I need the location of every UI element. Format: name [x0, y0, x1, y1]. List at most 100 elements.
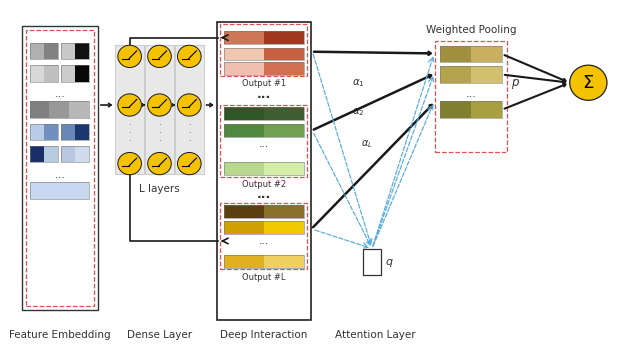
Circle shape — [118, 45, 141, 67]
Bar — [220, 203, 307, 269]
Bar — [224, 62, 304, 74]
Text: Output #2: Output #2 — [242, 180, 286, 189]
Text: Output #L: Output #L — [242, 273, 285, 282]
Bar — [224, 62, 264, 74]
Bar — [264, 62, 304, 74]
Bar — [61, 146, 89, 162]
Bar — [224, 205, 304, 217]
Bar — [224, 31, 304, 44]
Bar — [29, 146, 58, 162]
Text: $\Sigma$: $\Sigma$ — [582, 74, 595, 92]
Bar — [224, 124, 304, 137]
Bar — [264, 255, 304, 268]
Text: ···: ··· — [259, 68, 269, 78]
Bar — [145, 44, 174, 174]
Bar — [224, 48, 264, 60]
Text: Attention Layer: Attention Layer — [335, 330, 415, 340]
Bar — [220, 105, 307, 176]
Bar — [75, 124, 89, 140]
Bar — [29, 65, 44, 82]
Bar — [264, 221, 304, 234]
Bar — [224, 221, 264, 234]
Text: Weighted Pooling: Weighted Pooling — [426, 25, 516, 35]
Bar — [29, 183, 89, 199]
Bar — [22, 26, 98, 310]
Bar — [61, 65, 75, 82]
Circle shape — [118, 94, 141, 116]
Text: Dense Layer: Dense Layer — [127, 330, 192, 340]
Bar — [440, 46, 502, 62]
Text: $\alpha_L$: $\alpha_L$ — [362, 138, 373, 150]
Bar — [224, 255, 264, 268]
Text: p: p — [511, 76, 519, 89]
Bar — [29, 183, 49, 199]
Bar — [61, 43, 75, 59]
Bar — [29, 102, 89, 118]
Bar — [49, 183, 69, 199]
Text: ···: ··· — [54, 173, 65, 183]
Circle shape — [570, 65, 607, 100]
Bar — [224, 255, 304, 268]
Text: L layers: L layers — [139, 184, 180, 193]
Bar — [264, 162, 304, 175]
Bar — [264, 124, 304, 137]
Bar — [75, 43, 89, 59]
Bar — [264, 48, 304, 60]
Text: ···: ··· — [259, 239, 269, 250]
Text: ·
·
·: · · · — [129, 122, 131, 146]
Bar — [440, 102, 471, 118]
Bar — [363, 249, 381, 275]
Bar — [44, 43, 58, 59]
Bar — [69, 183, 89, 199]
Bar — [440, 66, 471, 83]
Text: ···: ··· — [257, 91, 271, 104]
Circle shape — [148, 94, 172, 116]
Bar — [471, 102, 502, 118]
Text: Feature Embedding: Feature Embedding — [9, 330, 111, 340]
Text: q: q — [386, 257, 393, 267]
Bar — [440, 102, 502, 118]
Circle shape — [148, 152, 172, 175]
Bar — [471, 46, 502, 62]
Bar — [61, 43, 89, 59]
Bar — [44, 124, 58, 140]
Circle shape — [177, 152, 201, 175]
Text: ···: ··· — [54, 92, 65, 102]
Bar — [224, 205, 264, 217]
Bar — [29, 65, 58, 82]
Bar — [175, 44, 204, 174]
Bar — [75, 146, 89, 162]
Text: ·
·
·: · · · — [188, 122, 191, 146]
Text: Output #1: Output #1 — [242, 79, 286, 88]
Bar — [224, 107, 304, 120]
Bar — [440, 46, 471, 62]
Bar — [115, 44, 144, 174]
Bar — [29, 102, 49, 118]
Bar — [471, 66, 502, 83]
Bar — [61, 146, 75, 162]
Circle shape — [148, 45, 172, 67]
Bar — [224, 48, 304, 60]
Bar — [264, 31, 304, 44]
Bar — [29, 124, 44, 140]
Bar — [224, 162, 264, 175]
Bar — [75, 65, 89, 82]
Text: $\alpha_2$: $\alpha_2$ — [352, 106, 365, 118]
Bar — [29, 124, 58, 140]
Bar — [264, 107, 304, 120]
Bar — [69, 102, 89, 118]
Bar — [29, 43, 58, 59]
Bar — [224, 31, 264, 44]
Bar — [440, 66, 502, 83]
Text: ···: ··· — [259, 142, 269, 152]
Bar — [61, 65, 89, 82]
Text: ···: ··· — [257, 191, 271, 204]
Bar — [49, 102, 69, 118]
Bar — [220, 24, 307, 76]
Bar — [29, 43, 44, 59]
Bar — [26, 30, 93, 306]
Text: $\alpha_1$: $\alpha_1$ — [352, 77, 365, 89]
Circle shape — [177, 94, 201, 116]
Bar — [61, 124, 75, 140]
Text: ·
·
·: · · · — [158, 122, 161, 146]
